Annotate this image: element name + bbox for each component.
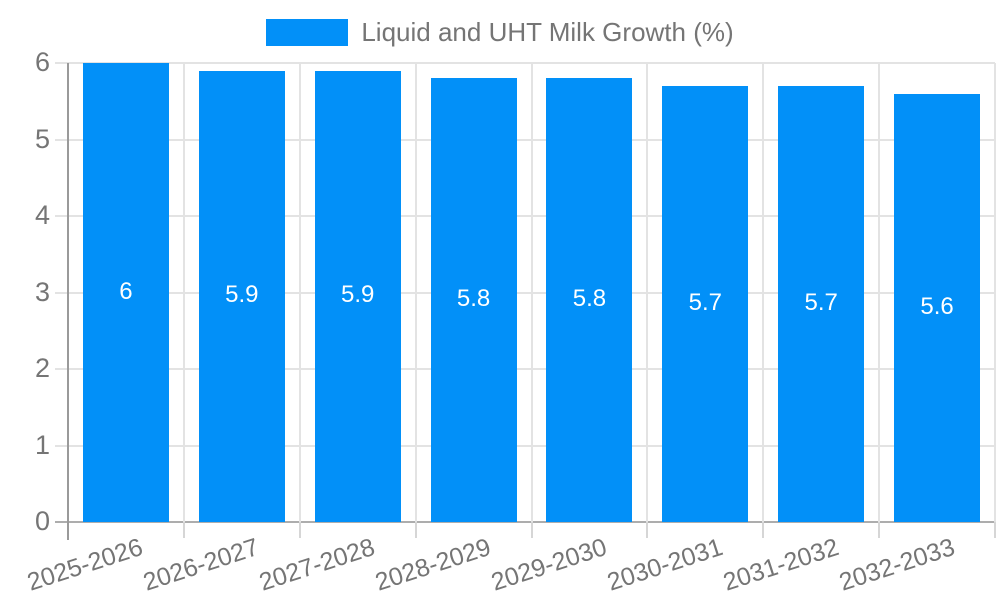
bar-value-label: 5.8: [456, 285, 491, 313]
bar: [662, 85, 749, 522]
bar-value-label: 5.9: [341, 281, 375, 309]
v-gridline: [646, 63, 649, 522]
y-tick-label: 1: [34, 429, 50, 460]
bar: [778, 85, 865, 522]
y-tick-label: 5: [34, 123, 50, 154]
x-tick-label: 2025-2026: [24, 533, 147, 597]
y-axis-line: [67, 63, 69, 540]
h-gridline: [55, 62, 995, 64]
x-tick-label: 2029-2030: [487, 533, 611, 597]
x-axis-tick: [762, 522, 765, 538]
h-gridline: [55, 444, 995, 447]
bar-value-label: 5.9: [225, 281, 259, 309]
x-axis-baseline: [55, 521, 995, 523]
x-tick-label: 2030-2031: [603, 533, 726, 597]
v-gridline: [182, 63, 185, 522]
bar-value-label: 6: [119, 277, 133, 305]
x-axis-tick: [994, 522, 996, 538]
x-axis-tick: [182, 522, 185, 538]
v-gridline: [298, 63, 301, 522]
x-axis-tick: [298, 522, 301, 538]
x-tick-label: 2028-2029: [371, 533, 495, 597]
y-tick-label: 2: [34, 353, 50, 383]
x-tick-label: 2031-2032: [719, 533, 842, 597]
legend-swatch: [266, 19, 349, 46]
v-gridline: [530, 63, 533, 522]
bar-value-label: 5.7: [804, 288, 838, 316]
v-gridline: [762, 63, 765, 522]
x-tick-label: 2026-2027: [140, 533, 263, 597]
bar-value-label: 5.6: [920, 292, 954, 320]
v-gridline: [414, 63, 417, 522]
bar-value-label: 5.7: [688, 288, 722, 316]
h-gridline: [55, 215, 995, 217]
chart-legend: Liquid and UHT Milk Growth (%): [0, 17, 1000, 48]
x-tick-label: 2032-2033: [835, 533, 958, 597]
v-gridline: [994, 63, 996, 522]
y-tick-label: 4: [34, 200, 50, 230]
bar: [314, 70, 401, 522]
y-tick-label: 6: [34, 47, 50, 77]
h-gridline: [55, 138, 995, 141]
bar-value-label: 5.8: [572, 285, 607, 313]
legend-label: Liquid and UHT Milk Growth (%): [361, 17, 734, 47]
v-gridline: [878, 63, 881, 522]
bar: [430, 78, 517, 522]
x-axis-tick: [646, 522, 649, 538]
bar: [82, 63, 169, 522]
x-axis-tick: [414, 522, 417, 538]
x-axis-tick: [878, 522, 881, 538]
h-gridline: [55, 368, 995, 370]
x-axis-tick: [530, 522, 533, 538]
bar: [546, 78, 633, 522]
bar: [894, 93, 981, 522]
h-gridline: [55, 291, 995, 294]
y-tick-label: 3: [34, 276, 50, 307]
x-tick-label: 2027-2028: [255, 533, 379, 597]
y-tick-label: 0: [34, 506, 50, 536]
bar: [198, 70, 285, 522]
